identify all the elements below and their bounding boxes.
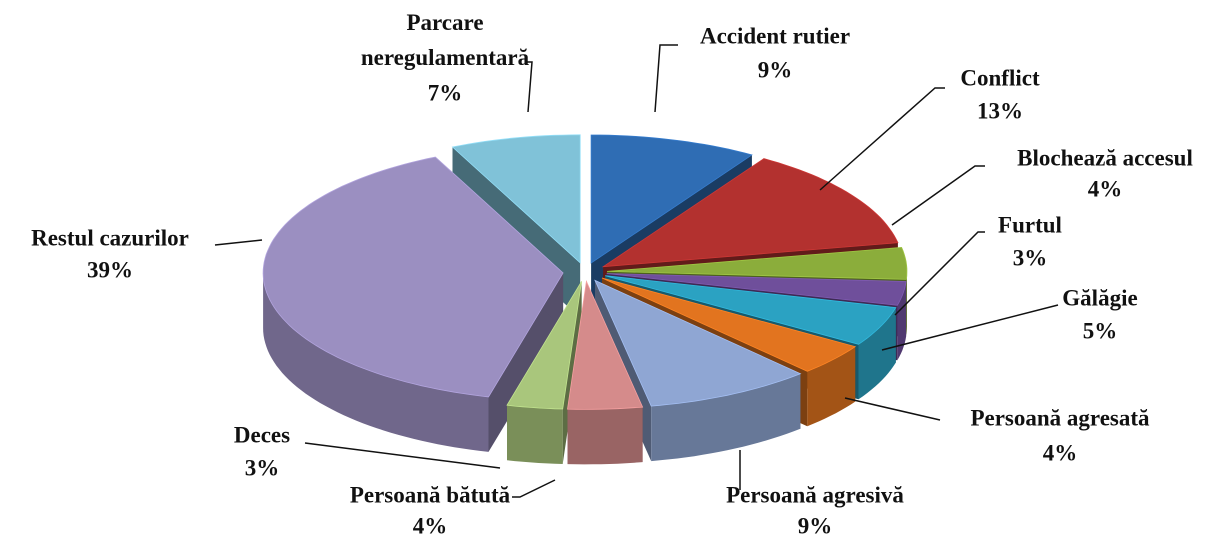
slice-label: Accident rutier <box>700 23 850 48</box>
outer-wall <box>507 405 563 464</box>
slice <box>567 279 644 410</box>
leader-line <box>214 239 263 246</box>
slice <box>451 134 581 264</box>
slice-value-label: 5% <box>1083 318 1118 343</box>
slice <box>606 246 908 280</box>
slice-value-label: 13% <box>977 98 1023 123</box>
slice-label: Furtul <box>998 212 1062 237</box>
leader-line <box>304 442 501 469</box>
leader-line <box>512 479 556 498</box>
outer-wall <box>263 272 489 452</box>
slice-value-label: 39% <box>87 257 133 282</box>
slice-value-label: 3% <box>245 455 280 480</box>
slice-label: Blochează accesul <box>1017 145 1193 170</box>
slice <box>605 275 897 345</box>
slice-label: Persoană agresată <box>970 405 1150 430</box>
slice-value-label: 4% <box>1043 440 1078 465</box>
leader-line <box>891 165 985 226</box>
leader-line <box>881 304 1059 351</box>
slice-label: Gălăgie <box>1062 285 1137 310</box>
slice-value-label: 9% <box>758 57 793 82</box>
slice <box>506 281 582 410</box>
slice-label: Parcare neregulamentară <box>361 10 530 70</box>
leader-line <box>844 397 941 421</box>
slice-label: Conflict <box>960 65 1040 90</box>
leader-line <box>894 231 985 316</box>
slice-value-label: 7% <box>428 80 463 105</box>
slice-value-label: 9% <box>798 513 833 538</box>
slice-label: Deces <box>234 422 290 447</box>
slice-value-label: 4% <box>413 513 448 538</box>
slice-value-label: 3% <box>1013 245 1048 270</box>
slice <box>601 277 857 372</box>
slice <box>606 273 907 306</box>
outer-wall <box>897 281 907 361</box>
slice-label: Restul cazurilor <box>31 225 189 250</box>
slice-label: Persoană bătută <box>350 482 511 507</box>
slice <box>590 134 753 264</box>
slice-label: Persoană agresivă <box>726 482 904 507</box>
leader-line <box>654 44 678 113</box>
leader-line <box>819 87 945 191</box>
outer-wall <box>651 373 801 462</box>
outer-wall <box>858 307 896 400</box>
outer-wall <box>567 407 643 465</box>
leader-line <box>525 61 533 113</box>
slice <box>262 156 564 398</box>
slice-value-label: 4% <box>1088 176 1123 201</box>
slice <box>594 279 802 407</box>
